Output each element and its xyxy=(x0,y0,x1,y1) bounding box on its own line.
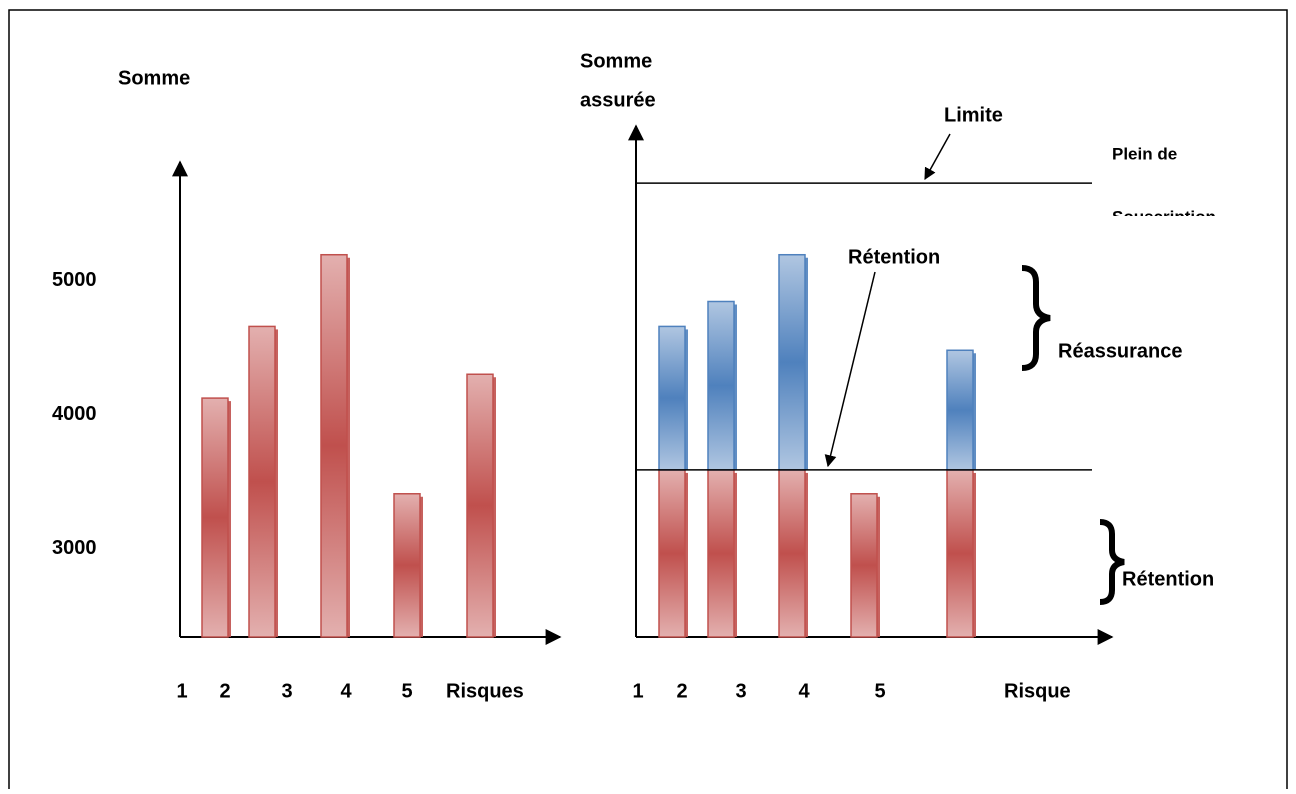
brace xyxy=(1021,265,1051,371)
y-label: assurée xyxy=(580,89,656,111)
x-tick-label: 2 xyxy=(676,680,687,702)
bar xyxy=(707,469,735,638)
y-label: Somme xyxy=(580,50,652,72)
bar xyxy=(850,493,878,638)
x-tick-label: 5 xyxy=(401,680,412,702)
bar xyxy=(658,469,686,638)
x-tick-label: 3 xyxy=(735,680,746,702)
bar xyxy=(658,325,686,471)
line-label: Limite xyxy=(944,104,1003,126)
brace-label: Réassurance xyxy=(1058,340,1183,362)
bar xyxy=(201,397,229,638)
y-tick-label: 3000 xyxy=(52,537,97,559)
bar xyxy=(707,300,735,471)
bar xyxy=(778,469,806,638)
side-label: Plein de xyxy=(1112,144,1177,163)
bar xyxy=(320,253,348,638)
bar xyxy=(946,469,974,638)
bar xyxy=(393,493,421,638)
x-tick-label: 3 xyxy=(281,680,292,702)
y-tick-label: 4000 xyxy=(52,403,97,425)
side-label: Souscription xyxy=(1112,207,1216,226)
y-tick-label: 5000 xyxy=(52,269,97,291)
annotation-arrow xyxy=(824,271,876,468)
frame xyxy=(8,9,1288,794)
x-tick-label: 4 xyxy=(340,680,352,702)
bar xyxy=(946,349,974,471)
brace xyxy=(1099,519,1125,605)
brace-label: Rétention xyxy=(1122,568,1214,590)
x-tick-label: 2 xyxy=(219,680,230,702)
x-tick-label: 1 xyxy=(632,680,643,702)
bar xyxy=(248,325,276,638)
x-tick-label: 5 xyxy=(874,680,885,702)
x-tick-label: 1 xyxy=(176,680,187,702)
line-label: Rétention xyxy=(848,246,940,268)
x-tick-label: 4 xyxy=(798,680,810,702)
bar xyxy=(778,253,806,471)
bar xyxy=(466,373,494,638)
y-label: Somme xyxy=(118,67,190,89)
x-label: Risques xyxy=(446,680,524,702)
annotation-arrow xyxy=(924,133,951,181)
x-label: Risque xyxy=(1004,680,1071,702)
